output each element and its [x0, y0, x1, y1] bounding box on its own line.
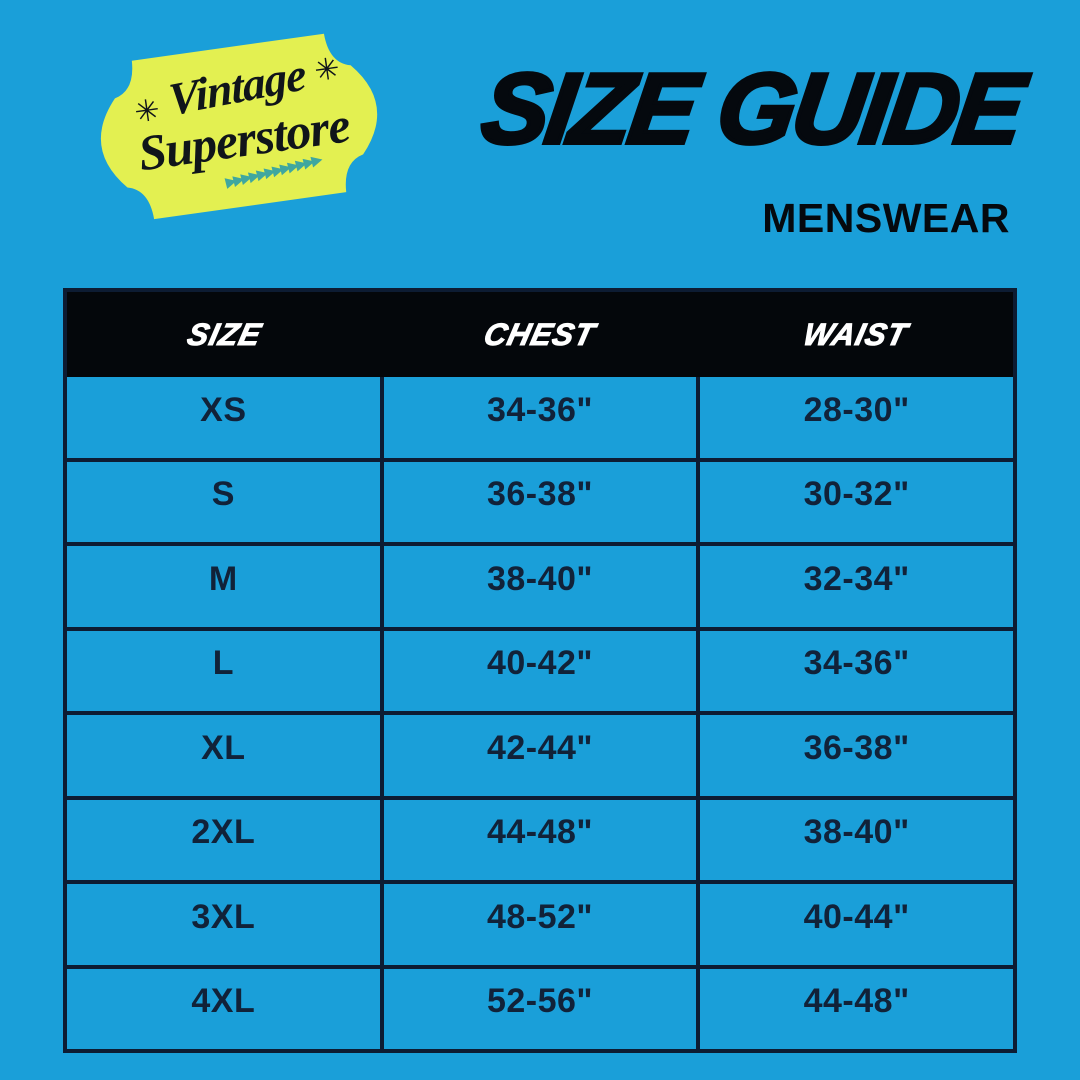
- cell-waist-7: 44-48": [700, 968, 1013, 1049]
- cell-waist-4: 36-38": [700, 715, 1013, 796]
- cell-size-1: S: [67, 461, 380, 542]
- cell-waist-5: 38-40": [700, 799, 1013, 880]
- sparkle-icon: ✳: [312, 52, 342, 89]
- cell-size-7: 4XL: [67, 968, 380, 1049]
- cell-waist-3: 34-36": [700, 630, 1013, 711]
- cell-chest-7: 52-56": [383, 968, 697, 1049]
- cell-size-6: 3XL: [67, 884, 380, 965]
- cell-size-0: XS: [67, 377, 380, 458]
- cell-size-3: L: [67, 630, 380, 711]
- cell-waist-2: 32-34": [700, 546, 1013, 627]
- cell-size-2: M: [67, 546, 380, 627]
- cell-chest-5: 44-48": [383, 799, 697, 880]
- column-header-waist: WAIST: [799, 316, 912, 352]
- cell-chest-6: 48-52": [383, 884, 697, 965]
- cell-size-4: XL: [67, 715, 380, 796]
- cell-size-5: 2XL: [67, 799, 380, 880]
- column-header-chest: CHEST: [481, 316, 600, 352]
- cell-waist-6: 40-44": [700, 884, 1013, 965]
- cell-chest-4: 42-44": [383, 715, 697, 796]
- page-title: SIZE GUIDE: [474, 51, 1030, 167]
- table-header-row: SIZE CHEST WAIST: [67, 292, 1013, 377]
- cell-chest-1: 36-38": [383, 461, 697, 542]
- cell-chest-0: 34-36": [383, 377, 697, 458]
- cell-waist-0: 28-30": [700, 377, 1013, 458]
- column-header-size: SIZE: [184, 316, 266, 352]
- cell-chest-3: 40-42": [383, 630, 697, 711]
- cell-chest-2: 38-40": [383, 546, 697, 627]
- page-subtitle: MENSWEAR: [762, 195, 1010, 241]
- brand-logo: ✳ Vintage ✳ Superstore ▸▸▸▸▸▸▸▸▸▸▸▸: [73, 17, 410, 235]
- title-block: SIZE GUIDE MENSWEAR: [473, 34, 1030, 241]
- table-body: XS 34-36" 28-30" S 36-38" 30-32" M 38-40…: [67, 377, 1013, 1049]
- size-guide-table: SIZE CHEST WAIST XS 34-36" 28-30" S 36-3…: [63, 288, 1017, 1053]
- cell-waist-1: 30-32": [700, 461, 1013, 542]
- badge-shape: [100, 33, 378, 220]
